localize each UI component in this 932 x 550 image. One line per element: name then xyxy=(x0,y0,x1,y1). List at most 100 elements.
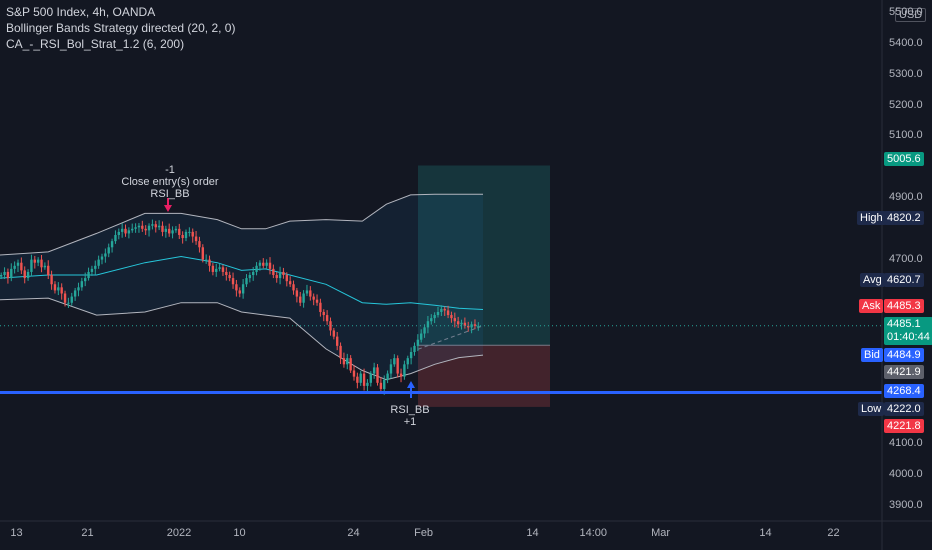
candle-body xyxy=(288,281,292,285)
candle-body xyxy=(201,247,204,260)
candle-body xyxy=(124,228,127,234)
candle-body xyxy=(198,241,201,248)
candle-body xyxy=(80,281,84,288)
legend-symbol[interactable]: S&P 500 Index, 4h, OANDA xyxy=(6,5,156,19)
legend-indicator-bollinger[interactable]: Bollinger Bands Strategy directed (20, 2… xyxy=(6,21,236,35)
candle-body xyxy=(282,271,285,276)
candle-body xyxy=(151,224,154,226)
candle-body xyxy=(235,284,238,291)
candle-body xyxy=(285,275,288,282)
high-value-tag: 4820.2 xyxy=(884,211,924,225)
stop-price-tag: 4221.8 xyxy=(884,419,924,433)
candle-body xyxy=(262,262,265,266)
candle-body xyxy=(225,271,228,276)
candle-body xyxy=(30,259,33,272)
candle-body xyxy=(191,231,194,237)
buy-arrow-icon xyxy=(407,381,415,398)
candle-body xyxy=(470,324,473,328)
currency-button[interactable]: USD xyxy=(895,8,927,22)
candle-body xyxy=(399,373,403,377)
candle-body xyxy=(393,358,396,365)
candle-body xyxy=(403,364,406,377)
candle-body xyxy=(50,275,53,285)
candle-body xyxy=(13,265,16,269)
entry-annotation: RSI_BB +1 xyxy=(380,404,440,428)
candle-body xyxy=(47,265,50,276)
ask-value-tag: 4485.3 xyxy=(884,299,924,313)
candle-body xyxy=(339,345,342,359)
candle-body xyxy=(43,265,47,268)
candle-body xyxy=(450,315,453,319)
candle-body xyxy=(406,358,409,365)
position-tool[interactable] xyxy=(417,165,550,407)
candle-body xyxy=(430,318,433,322)
position-loss-zone xyxy=(418,345,550,407)
candle-body xyxy=(352,370,356,377)
candle-body xyxy=(467,325,470,328)
candle-body xyxy=(181,234,184,239)
candle-body xyxy=(477,325,480,327)
candle-body xyxy=(36,259,40,263)
candle-body xyxy=(245,278,248,285)
candle-body xyxy=(426,321,430,328)
candle-body xyxy=(252,271,255,276)
candle-body xyxy=(275,275,278,279)
candle-body xyxy=(258,262,262,266)
x-tick-label: 2022 xyxy=(166,527,192,539)
legend-indicator-rsi[interactable]: CA_-_RSI_Bol_Strat_1.2 (6, 200) xyxy=(6,37,185,51)
candle-body xyxy=(77,287,80,291)
y-tick-label: 5200.0 xyxy=(889,98,923,111)
avg-value-tag: 4620.7 xyxy=(884,273,924,287)
candle-body xyxy=(309,290,312,297)
bollinger-bands xyxy=(0,193,484,381)
candle-body xyxy=(336,336,339,346)
low-label: Low xyxy=(858,402,885,416)
candle-body xyxy=(20,262,23,271)
chart-legend[interactable]: S&P 500 Index, 4h, OANDA Bollinger Bands… xyxy=(6,4,235,52)
candle-body xyxy=(443,308,446,311)
candle-body xyxy=(396,358,399,374)
plot-background xyxy=(0,0,882,550)
candle-body xyxy=(228,275,231,279)
candle-body xyxy=(137,225,141,228)
candle-body xyxy=(473,324,477,326)
candle-body xyxy=(134,227,137,229)
bid-label: Bid xyxy=(861,348,883,362)
x-tick-label: Mar xyxy=(651,527,671,539)
entry-price-tag: 4421.9 xyxy=(884,365,924,379)
y-tick-label: 4100.0 xyxy=(889,437,923,450)
candle-body xyxy=(372,367,376,374)
y-tick-label: 4000.0 xyxy=(889,468,923,481)
x-tick-label: 22 xyxy=(827,527,840,539)
candle-body xyxy=(332,330,336,337)
candle-body xyxy=(433,315,436,319)
candle-body xyxy=(215,268,218,272)
candle-body xyxy=(292,284,295,291)
x-tick-label: Feb xyxy=(414,527,434,539)
candle-body xyxy=(453,318,456,322)
candle-body xyxy=(100,256,104,260)
candle-body xyxy=(87,271,90,279)
bb-lower-line xyxy=(0,297,484,381)
candle-body xyxy=(84,278,87,282)
candle-body xyxy=(315,299,319,303)
candle-body xyxy=(131,228,134,231)
candle-body xyxy=(164,228,168,232)
candle-body xyxy=(57,287,60,291)
candle-body xyxy=(97,259,100,266)
candle-body xyxy=(26,271,30,279)
x-tick-label: 21 xyxy=(81,527,94,539)
candle-body xyxy=(23,270,26,279)
bid-value-tag: 4484.9 xyxy=(884,348,924,362)
candle-body xyxy=(319,302,322,312)
candle-body xyxy=(208,259,211,266)
position-dashed-line xyxy=(417,325,484,350)
candle-body xyxy=(305,290,309,294)
candle-body xyxy=(204,259,208,261)
candle-body xyxy=(188,231,191,233)
candle-body xyxy=(359,373,362,383)
trade-markers xyxy=(164,198,415,398)
candle-body xyxy=(238,290,241,294)
candle-body xyxy=(174,228,178,231)
